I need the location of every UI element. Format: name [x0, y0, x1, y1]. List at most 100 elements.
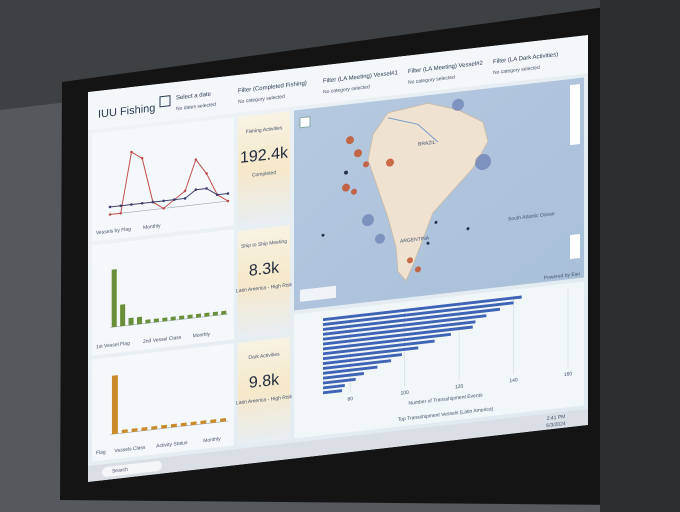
tab[interactable]: Monthly: [203, 436, 221, 444]
filter-value[interactable]: No category selected: [493, 65, 540, 76]
kpi-title: Fishing Activities: [246, 125, 283, 135]
wall-right: [600, 0, 680, 512]
tab[interactable]: Vessels Class: [114, 445, 146, 455]
bar: [323, 295, 522, 322]
clock-date: 6/3/2024: [546, 421, 566, 429]
x-tick-label: 140: [509, 377, 518, 384]
point: [108, 213, 112, 216]
kpi-title: Ship to Ship Meeting: [241, 239, 287, 250]
bar: [323, 301, 514, 327]
map-tool[interactable]: [299, 116, 311, 129]
bar: [323, 377, 356, 385]
axis: [110, 420, 228, 435]
point: [151, 200, 155, 204]
bar: [111, 375, 118, 435]
dashboard: IUU Fishing Select a date No dates selec…: [88, 35, 588, 482]
axis: [110, 200, 228, 215]
point: [119, 211, 123, 215]
map-toolbar[interactable]: [570, 83, 580, 146]
x-tick-label: 100: [401, 390, 410, 397]
map-label: ARGENTINA: [400, 235, 430, 244]
zoom-control[interactable]: [570, 233, 580, 260]
bar: [220, 418, 227, 422]
bar: [162, 317, 168, 322]
point: [215, 193, 219, 197]
taskbar: [88, 409, 588, 482]
dashboard-canvas: IUU Fishing Select a date No dates selec…: [88, 35, 588, 482]
bar: [151, 425, 158, 430]
scale-bar: [300, 285, 336, 302]
date-value[interactable]: No dates selected: [176, 102, 216, 113]
calendar-icon: [159, 95, 171, 108]
point: [119, 204, 123, 208]
tab[interactable]: 1st Vessel Flag: [96, 341, 130, 351]
bar: [323, 332, 451, 351]
header-bar: [88, 35, 588, 130]
bar: [128, 317, 134, 326]
point: [226, 192, 230, 195]
date-label[interactable]: Select a date: [176, 92, 212, 102]
point: [194, 158, 198, 162]
bar: [204, 312, 210, 317]
bar: [170, 316, 176, 321]
map[interactable]: BRAZIL ARGENTINA South Atlantic Ocean Po…: [294, 77, 584, 311]
bar: [131, 428, 138, 433]
point: [130, 150, 133, 154]
bar: [161, 424, 168, 429]
bar: [323, 314, 487, 336]
kpi-card: [238, 224, 290, 339]
bar: [190, 421, 197, 426]
bar: [323, 320, 476, 341]
filter-value[interactable]: No category selected: [408, 75, 455, 86]
point: [194, 188, 198, 192]
filter-value[interactable]: No category selected: [323, 84, 370, 95]
kpi-card: [238, 110, 290, 227]
river: [387, 117, 439, 143]
point: [140, 202, 144, 205]
kpi-value: 9.8k: [249, 370, 280, 391]
panel: [92, 229, 234, 356]
bar: [323, 383, 345, 390]
filter-value[interactable]: No category selected: [238, 94, 285, 105]
event-cluster: [342, 136, 421, 273]
bar: [187, 314, 193, 319]
search-text[interactable]: Search: [112, 467, 128, 475]
map-attribution: Powered by Esri: [544, 271, 580, 281]
bar: [121, 429, 128, 434]
x-tick-label: 80: [347, 396, 353, 403]
tab[interactable]: Activity Status: [156, 440, 188, 450]
tab[interactable]: Monthly: [143, 223, 161, 231]
bar: [120, 304, 126, 327]
bar: [323, 307, 500, 331]
kpi-caption: Completed: [252, 170, 276, 179]
bar: [323, 372, 364, 380]
bar: [200, 420, 207, 425]
bar: [323, 353, 402, 366]
map-label: BRAZIL: [418, 140, 436, 148]
tab[interactable]: Vessels by Flag: [96, 226, 131, 236]
event-halo: [362, 98, 491, 244]
point: [162, 207, 165, 210]
tab[interactable]: 2nd Vessel Class: [143, 335, 182, 345]
x-tick-label: 120: [455, 384, 464, 391]
point: [162, 199, 165, 203]
search-box[interactable]: [102, 461, 162, 478]
point: [205, 172, 208, 175]
bar: [212, 311, 218, 316]
events: [321, 170, 470, 245]
panel: [92, 117, 234, 242]
bar: [323, 359, 392, 370]
tab[interactable]: Flag: [96, 449, 106, 456]
point: [226, 199, 230, 203]
bar: [180, 422, 187, 427]
bar: [323, 365, 378, 375]
point: [108, 205, 112, 209]
point: [130, 203, 133, 206]
bar: [170, 423, 177, 428]
bar: [145, 319, 151, 324]
tab[interactable]: Monthly: [193, 331, 211, 339]
line: [110, 151, 229, 215]
bar: [323, 339, 435, 356]
bar: [323, 346, 419, 361]
